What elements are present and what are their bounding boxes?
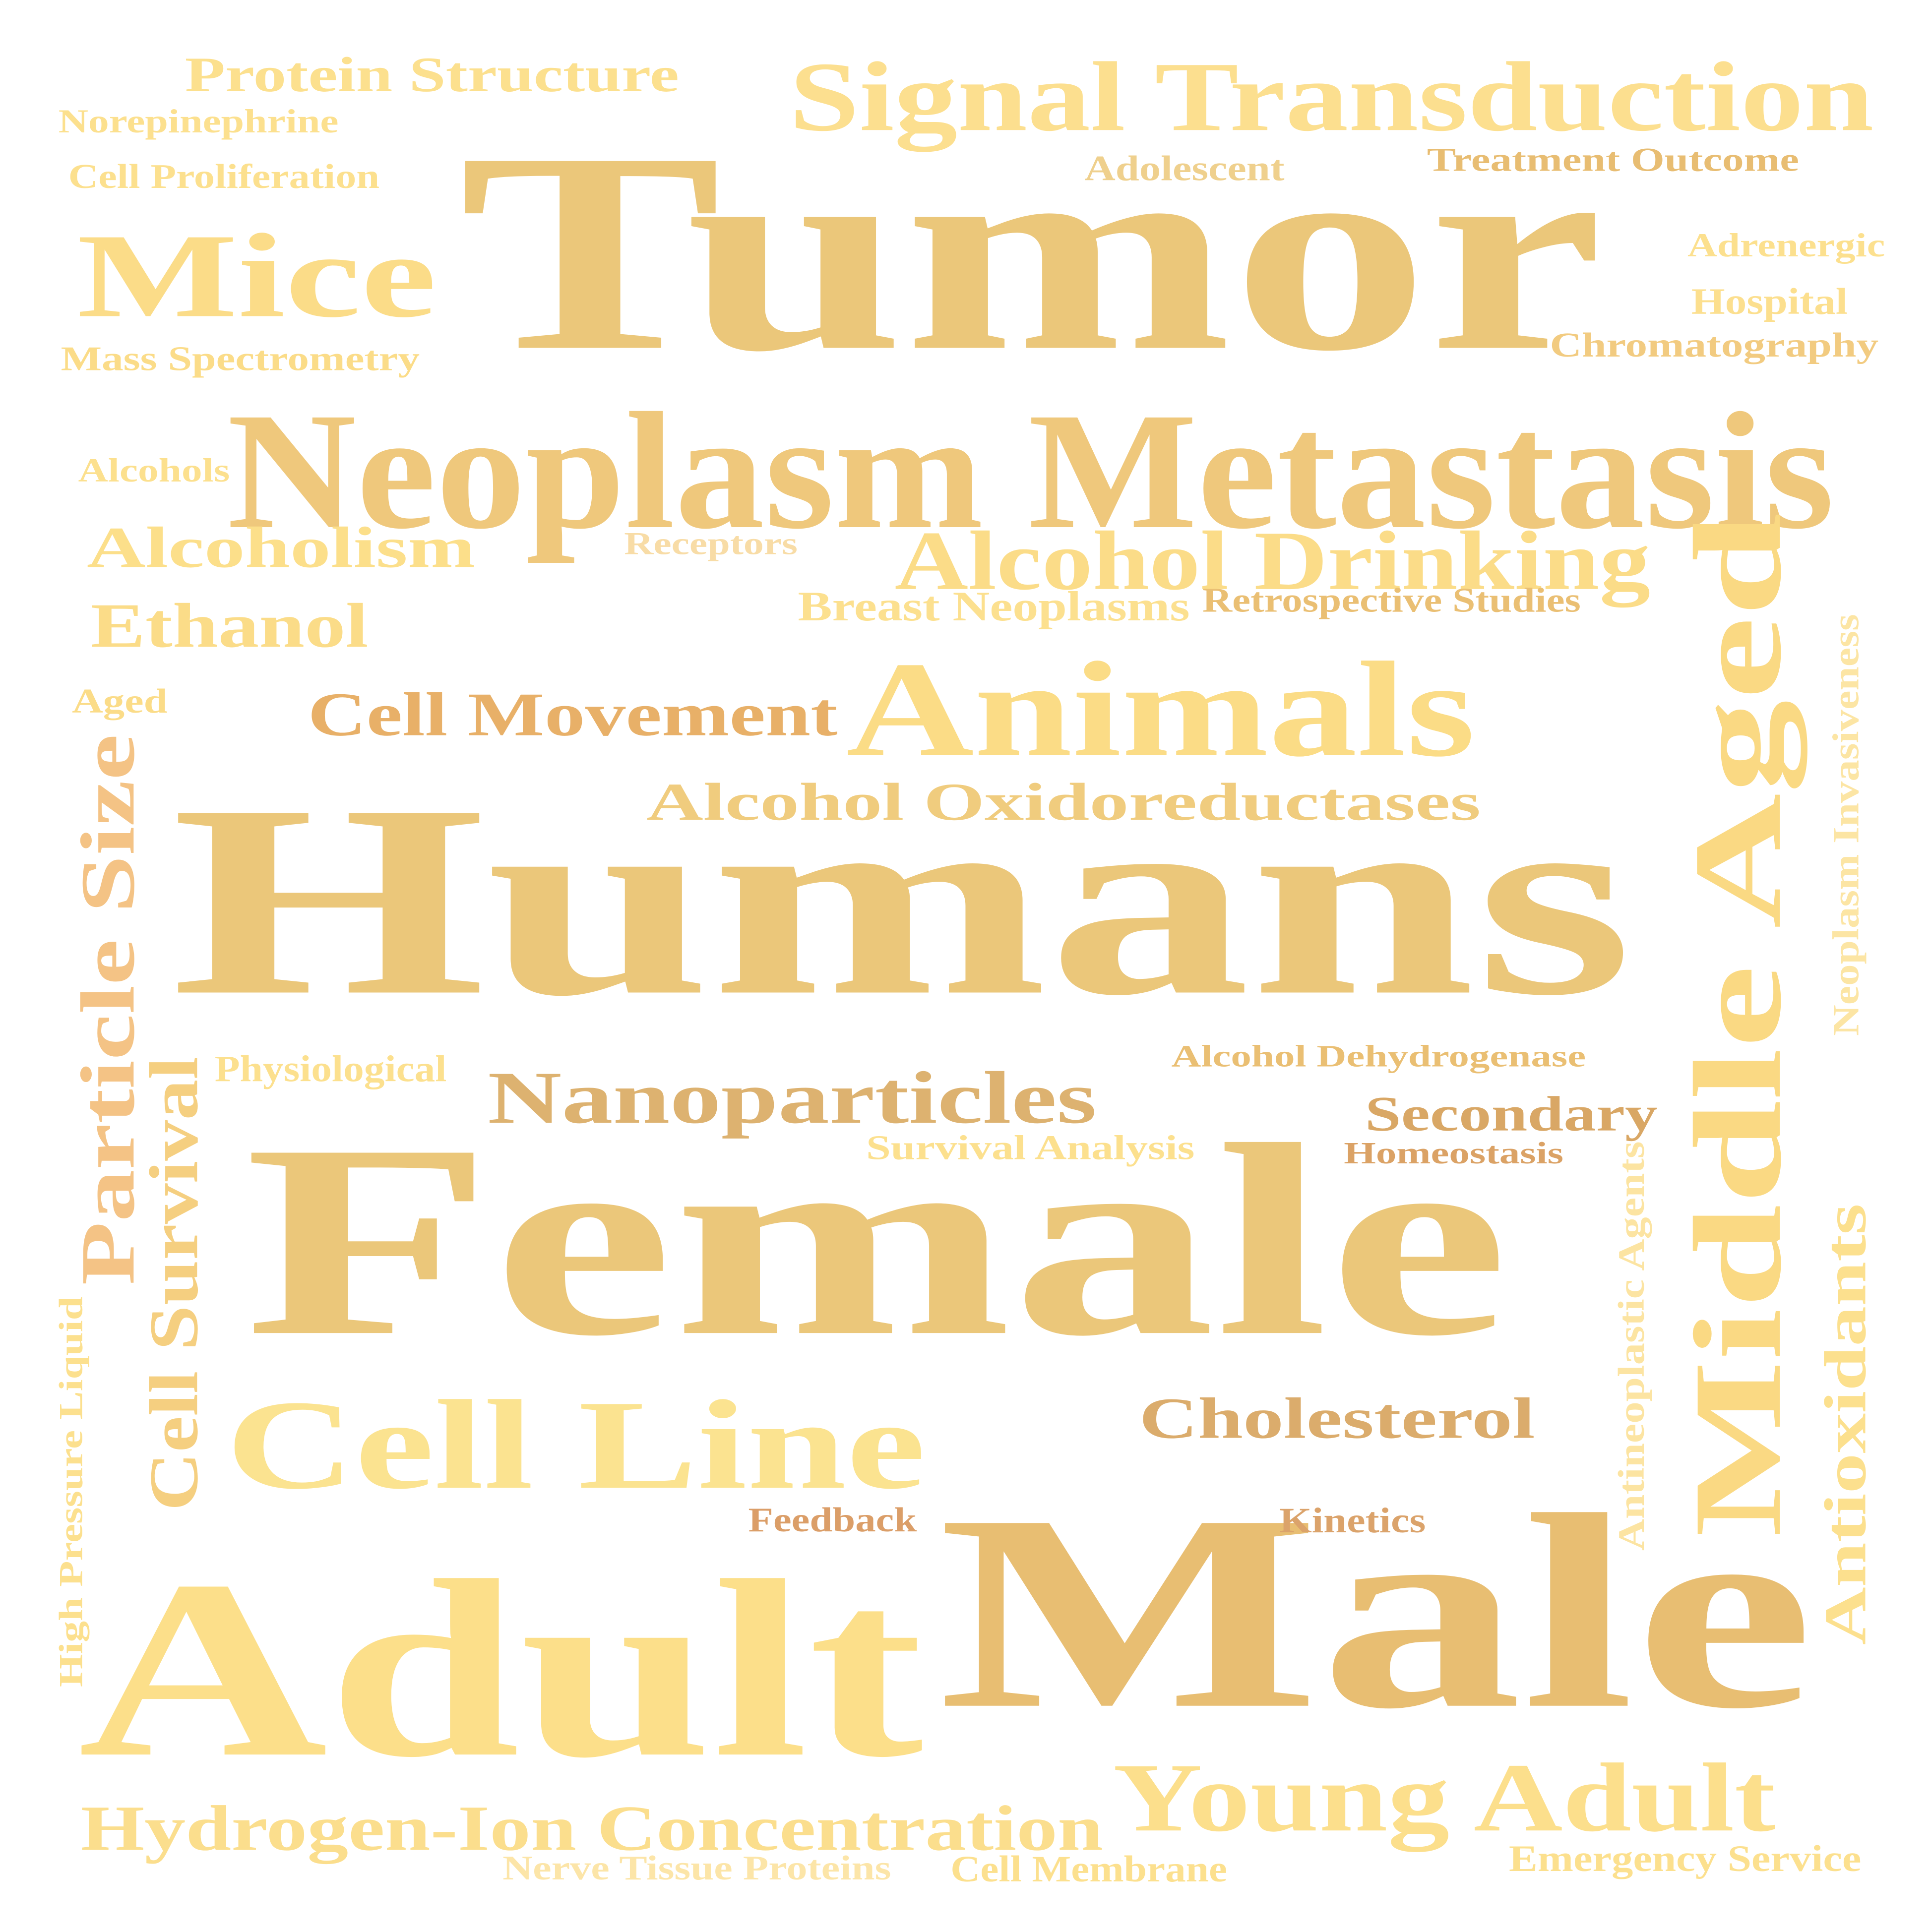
word-cholesterol: Cholesterol: [1139, 1386, 1535, 1451]
word-animals: Animals: [846, 634, 1475, 785]
word-nerve-tissue-proteins: Nerve Tissue Proteins: [502, 1849, 891, 1887]
word-antineoplastic-agents: Antineoplastic Agents: [1611, 1141, 1652, 1551]
word-cell-proliferation: Cell Proliferation: [68, 157, 380, 196]
word-alcohol-drinking: Alcohol Drinking: [894, 514, 1651, 607]
word-emergency-service: Emergency Service: [1508, 1837, 1862, 1879]
word-adolescent: Adolescent: [1084, 148, 1285, 188]
word-mice: Mice: [77, 209, 436, 343]
word-tumor: Tumor: [459, 93, 1604, 410]
word-adult: Adult: [78, 1528, 924, 1810]
word-protein-structure: Protein Structure: [185, 47, 679, 102]
word-high-pressure-liquid: High Pressure Liquid: [53, 1296, 90, 1688]
word-neoplasm-metastasis: Neoplasm Metastasis: [227, 378, 1834, 564]
word-male: Male: [938, 1457, 1814, 1767]
word-young-adult: Young Adult: [1113, 1744, 1776, 1852]
word-cell-movement: Cell Movement: [308, 680, 838, 749]
word-female: Female: [244, 1088, 1509, 1393]
word-receptors: Receptors: [624, 525, 798, 561]
word-cell-survival: Cell Survival: [135, 1057, 212, 1511]
word-mass-spectrometry: Mass Spectrometry: [61, 339, 420, 378]
word-secondary: Secondary: [1365, 1086, 1658, 1142]
word-alcoholism: Alcoholism: [87, 515, 476, 580]
word-alcohol-dehydrogenase: Alcohol Dehydrogenase: [1171, 1039, 1586, 1074]
word-nanoparticles: Nanoparticles: [488, 1056, 1097, 1139]
word-neoplasm-invasiveness: Neoplasm Invasiveness: [1826, 614, 1867, 1036]
word-treatment-outcome: Treatment Outcome: [1427, 140, 1800, 179]
word-alcohols: Alcohols: [78, 452, 230, 489]
word-breast-neoplasms: Breast Neoplasms: [798, 583, 1190, 630]
word-homeostasis: Homeostasis: [1344, 1136, 1564, 1170]
word-kinetics: Kinetics: [1279, 1500, 1426, 1540]
word-signal-transduction: Signal Transduction: [789, 41, 1874, 152]
word-hospital: Hospital: [1691, 281, 1848, 322]
word-antioxidants: Antioxidants: [1811, 1204, 1878, 1645]
word-middle-aged: Middle Aged: [1668, 512, 1807, 1537]
word-aged: Aged: [72, 681, 168, 721]
word-humans: Humans: [171, 748, 1633, 1052]
word-survival-analysis: Survival Analysis: [866, 1128, 1195, 1167]
word-feedback: Feedback: [748, 1500, 917, 1539]
word-hydrogen-ion-concentration: Hydrogen-Ion Concentration: [80, 1793, 1103, 1865]
word-adrenergic: Adrenergic: [1687, 226, 1885, 264]
word-retrospective-studies: Retrospective Studies: [1202, 581, 1581, 620]
word-alcohol-oxidoreductases: Alcohol Oxidoreductases: [646, 772, 1481, 832]
word-cell-membrane: Cell Membrane: [950, 1849, 1228, 1890]
word-ethanol: Ethanol: [90, 591, 369, 661]
word-norepinephrine: Norepinephrine: [58, 102, 339, 140]
word-chromatography: Chromatography: [1550, 325, 1879, 364]
word-cell-line: Cell Line: [226, 1374, 926, 1515]
word-physiological: Physiological: [214, 1049, 447, 1090]
